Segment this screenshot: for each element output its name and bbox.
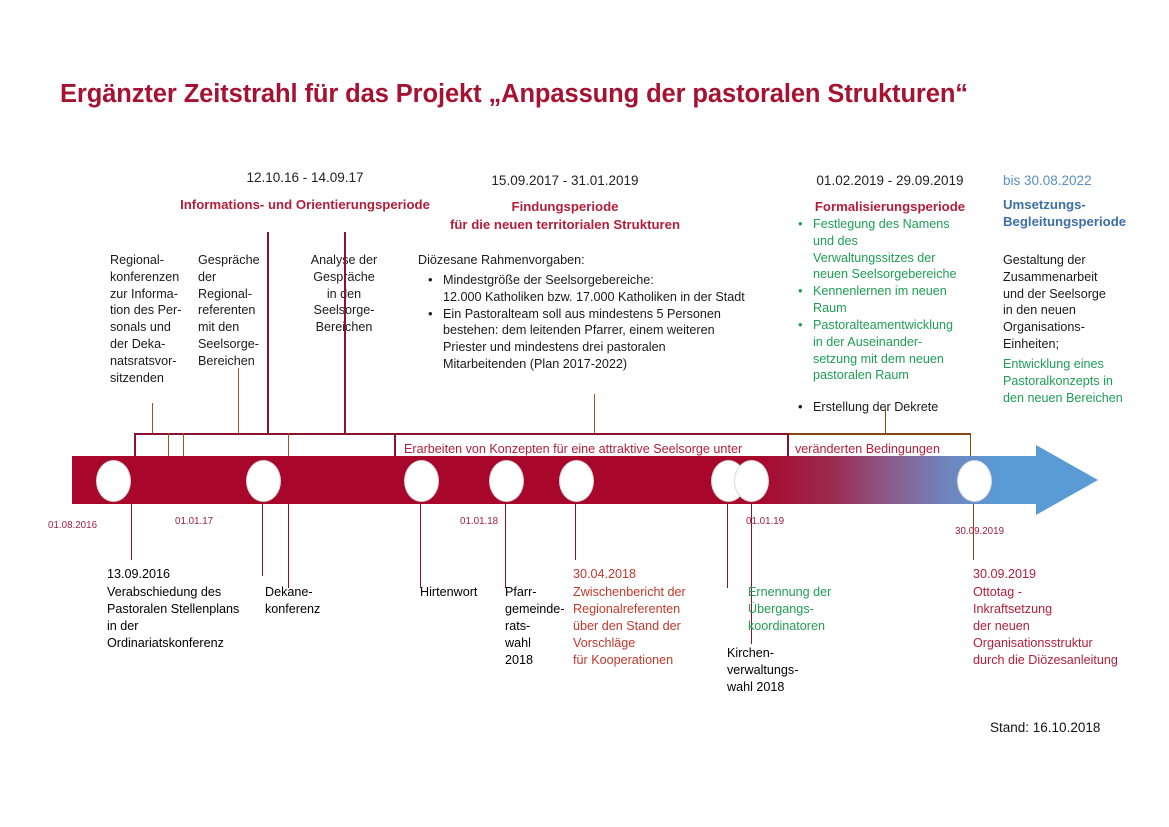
bracket-leg-f <box>787 433 789 461</box>
timeline-node[interactable] <box>957 460 992 502</box>
period-1-col-regionalkonferenzen: Regional- konferenzen zur Informa- tion … <box>110 253 182 385</box>
milestone-text-kirchenverwaltungswahl: Kirchen- verwaltungs- wahl 2018 <box>727 646 799 694</box>
period-4-date-range: bis 30.08.2022 <box>1003 173 1092 188</box>
milestone-text-hirtenwort: Hirtenwort <box>420 585 478 599</box>
bracket-rail-left <box>134 433 787 435</box>
timeline-node[interactable] <box>734 460 769 502</box>
tick-line-1 <box>131 504 132 560</box>
period-2-bullet-2: Ein Pastoralteam soll aus mindestens 5 P… <box>424 305 814 373</box>
milestone-text-pfarrgemeinderatswahl: Pfarr- gemeinde- rats- wahl 2018 <box>505 585 565 667</box>
period-3-bullets: Festlegung des Namens und des Verwaltung… <box>794 215 986 384</box>
banner-text-right: veränderten Bedingungen <box>795 442 940 456</box>
period-2-bullet-1: Mindestgröße der Seelsorgebereiche: 12.0… <box>424 271 814 306</box>
timeline-bar-body <box>72 456 1036 504</box>
axis-tick-label: 01.08.2016 <box>48 520 98 531</box>
milestone-text-zwischenbericht: Zwischenbericht der Regionalreferenten ü… <box>573 585 686 667</box>
tick-line-5 <box>505 504 506 588</box>
period-4-body-green: Entwicklung eines Pastoralkonzepts in de… <box>1003 357 1123 405</box>
period-3-bullet-2: Kennenlernen im neuen Raum <box>794 282 986 317</box>
timeline-node[interactable] <box>246 460 281 502</box>
timeline-bar[interactable] <box>72 445 1098 515</box>
period-1-date-range: 12.10.16 - 14.09.17 <box>246 170 364 185</box>
page-title: Ergänzter Zeitstrahl für das Projekt „An… <box>60 80 968 108</box>
bracket-leg-d <box>288 433 289 461</box>
period-4-title: Umsetzungs- Begleitungsperiode <box>1003 197 1127 230</box>
period-3-bullets-extra: Erstellung der Dekrete <box>794 398 986 416</box>
period-1-title: Informations- und Orientierungsperiode <box>180 197 430 212</box>
milestone-text-uebergangskoordinatoren: Ernennung der Übergangs- koordinatoren <box>748 585 832 633</box>
milestone-text-verabschiedung: Verabschiedung des Pastoralen Stellenpla… <box>107 585 240 650</box>
period-1-col-gespraeche: Gespräche der Regional- referenten mit d… <box>198 253 260 368</box>
tick-line-4 <box>420 504 421 588</box>
timeline-arrow-head-icon <box>1036 445 1098 515</box>
connector-line-5 <box>594 394 595 434</box>
period-2-title-line2: für die neuen territorialen Strukturen <box>449 217 681 232</box>
tick-line-8 <box>751 504 752 644</box>
period-3-bullet-1: Festlegung des Namens und des Verwaltung… <box>794 215 986 283</box>
timeline-node[interactable] <box>559 460 594 502</box>
axis-tick-label: 01.01.17 <box>175 516 214 527</box>
tick-line-2 <box>262 504 263 576</box>
connector-line-3 <box>267 232 269 434</box>
bracket-leg-g <box>970 433 971 461</box>
period-3-title: Formalisierungsperiode <box>814 199 966 214</box>
period-3-bullet-3: Pastoralteamentwicklung in der Auseinand… <box>794 316 986 384</box>
bracket-leg-b <box>168 433 169 461</box>
timeline-node[interactable] <box>96 460 131 502</box>
status-stand: Stand: 16.10.2018 <box>990 720 1101 735</box>
axis-tick-label: 30.09.2019 <box>955 526 1005 537</box>
timeline-node[interactable] <box>404 460 439 502</box>
tick-line-6 <box>575 504 576 560</box>
axis-tick-label: 01.01.19 <box>746 516 785 527</box>
milestone-text-ottotag: Ottotag - Inkraftsetzung der neuen Organ… <box>973 585 1118 667</box>
connector-line-6 <box>885 408 886 434</box>
bracket-leg-a <box>134 433 136 461</box>
connector-line-2 <box>238 368 239 434</box>
bracket-rail-right <box>787 433 971 435</box>
period-2-bullets: Mindestgröße der Seelsorgebereiche: 12.0… <box>424 271 814 373</box>
milestone-date-verabschiedung: 13.09.2016 <box>107 567 171 581</box>
timeline-node[interactable] <box>489 460 524 502</box>
period-3-date-range: 01.02.2019 - 29.09.2019 <box>816 173 964 188</box>
connector-line-1 <box>152 403 153 434</box>
bracket-leg-c <box>183 433 184 461</box>
period-2-intro: Diözesane Rahmenvorgaben: <box>418 253 585 267</box>
period-3-bullet-4: Erstellung der Dekrete <box>794 398 986 416</box>
tick-line-7 <box>727 504 728 588</box>
banner-text-left: Erarbeiten von Konzepten für eine attrak… <box>404 442 743 456</box>
axis-tick-label: 01.01.18 <box>460 516 499 527</box>
milestone-text-dekanekonferenz: Dekane- konferenz <box>265 585 321 616</box>
connector-line-4 <box>344 232 346 434</box>
milestone-date-zwischenbericht: 30.04.2018 <box>573 567 637 581</box>
period-2-date-range: 15.09.2017 - 31.01.2019 <box>491 173 639 188</box>
period-2-title-line1: Findungsperiode <box>511 199 619 214</box>
milestone-date-ottotag: 30.09.2019 <box>973 567 1037 581</box>
bracket-leg-e <box>394 433 396 461</box>
tick-line-9 <box>973 504 974 560</box>
tick-line-3 <box>288 504 289 588</box>
period-4-body-black: Gestaltung der Zusammenarbeit und der Se… <box>1003 253 1106 352</box>
